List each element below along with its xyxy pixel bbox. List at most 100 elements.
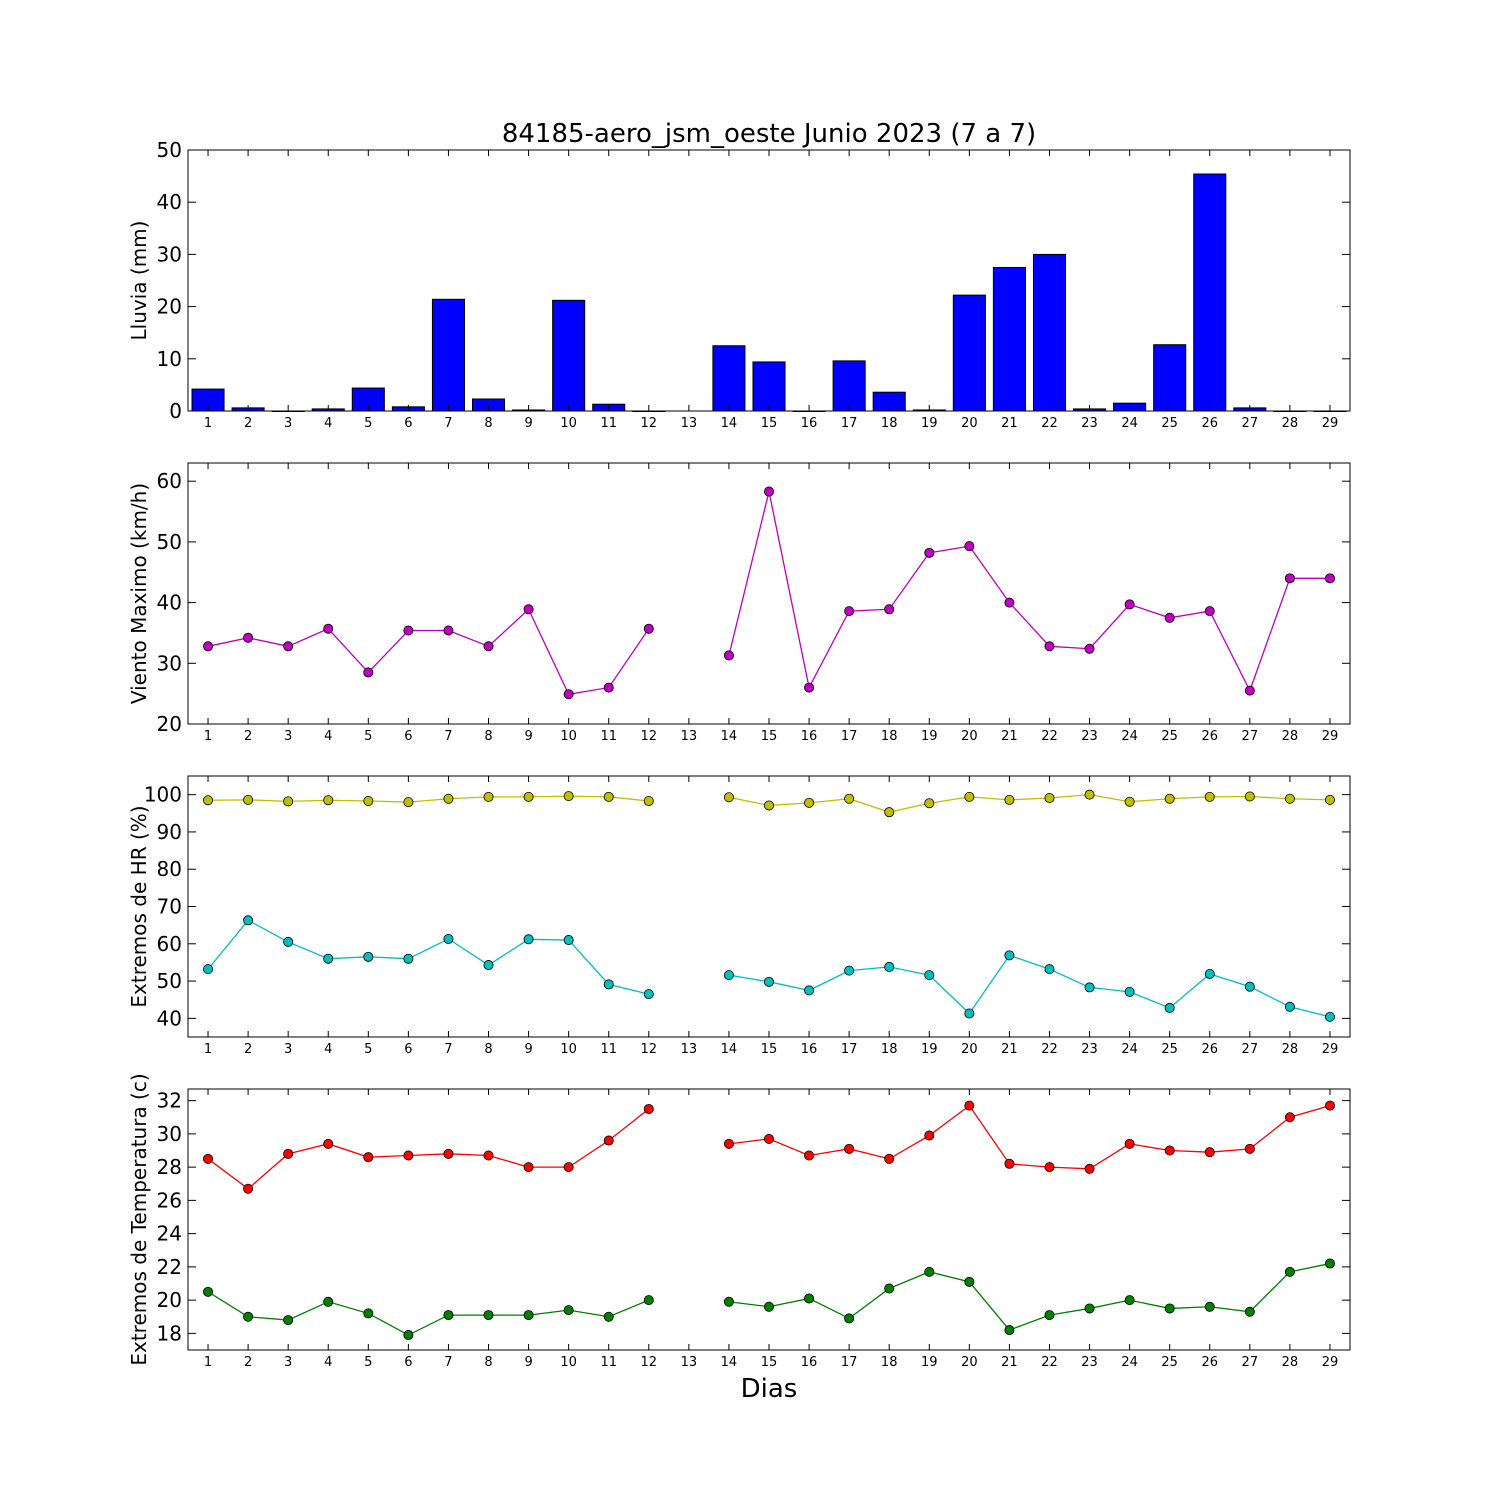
series-1 [203, 1100, 1335, 1194]
x-tick-label: 17 [841, 416, 858, 431]
data-point [1284, 793, 1295, 804]
data-point [323, 623, 334, 634]
x-tick-label: 15 [761, 1042, 778, 1057]
x-tick-label: 4 [324, 416, 332, 431]
series-1 [203, 789, 1335, 818]
x-tick-label: 2 [244, 729, 252, 744]
x-tick-label: 8 [484, 1355, 492, 1370]
x-tick-label: 8 [484, 1042, 492, 1057]
x-tick-label: 24 [1121, 1355, 1138, 1370]
y-tick-label: 90 [157, 820, 182, 844]
x-tick-label: 14 [721, 1355, 738, 1370]
data-point [804, 682, 815, 693]
data-point [403, 1150, 414, 1161]
data-point [1124, 796, 1135, 807]
data-point [483, 791, 494, 802]
data-point [884, 1283, 895, 1294]
y-tick-label: 20 [157, 712, 182, 736]
data-point [1284, 1112, 1295, 1123]
data-point [443, 933, 454, 944]
data-point [1004, 1158, 1015, 1169]
data-point [1284, 573, 1295, 584]
data-point [844, 606, 855, 617]
data-point [523, 791, 534, 802]
data-point [323, 795, 334, 806]
data-point [1004, 794, 1015, 805]
x-tick-label: 7 [444, 729, 452, 744]
series-1 [203, 486, 1335, 700]
data-point [323, 1138, 334, 1149]
bar [992, 266, 1026, 412]
x-tick-label: 21 [1001, 416, 1018, 431]
x-tick-label: 16 [801, 729, 818, 744]
data-point [924, 970, 935, 981]
data-point [523, 604, 534, 615]
data-point [804, 1293, 815, 1304]
x-tick-label: 25 [1161, 1355, 1178, 1370]
series-2 [203, 915, 1335, 1022]
data-point [443, 1310, 454, 1321]
x-tick-label: 24 [1121, 729, 1138, 744]
data-point [1044, 641, 1055, 652]
series-line [207, 608, 650, 695]
x-tick-label: 8 [484, 729, 492, 744]
data-point [603, 682, 614, 693]
bar [832, 360, 866, 412]
x-tick-label: 12 [641, 1355, 658, 1370]
x-tick-label: 29 [1322, 729, 1339, 744]
x-tick-label: 10 [560, 1355, 577, 1370]
data-point [443, 793, 454, 804]
x-tick-label: 29 [1322, 416, 1339, 431]
data-point [1164, 612, 1175, 623]
data-point [1044, 964, 1055, 975]
data-point [483, 960, 494, 971]
x-tick-label: 5 [364, 1355, 372, 1370]
x-tick-label: 7 [444, 1355, 452, 1370]
x-tick-label: 9 [524, 1042, 532, 1057]
data-point [363, 1152, 374, 1163]
data-point [1124, 1138, 1135, 1149]
x-tick-label: 5 [364, 416, 372, 431]
data-point [403, 953, 414, 964]
data-point [563, 935, 574, 946]
x-tick-label: 25 [1161, 729, 1178, 744]
x-tick-label: 2 [244, 1355, 252, 1370]
x-tick-label: 16 [801, 1042, 818, 1057]
y-tick-label: 50 [157, 969, 182, 993]
data-point [764, 1301, 775, 1312]
x-tick-label: 22 [1041, 1355, 1058, 1370]
data-point [1244, 791, 1255, 802]
y-tick-label: 30 [157, 1122, 182, 1146]
x-tick-label: 15 [761, 1355, 778, 1370]
bar [712, 345, 746, 412]
x-tick-label: 27 [1242, 416, 1259, 431]
x-tick-label: 14 [721, 729, 738, 744]
x-tick-label: 20 [961, 1355, 978, 1370]
data-point [924, 547, 935, 558]
data-point [243, 632, 254, 643]
y-tick-label: 28 [157, 1155, 182, 1179]
data-point [1324, 1258, 1335, 1269]
data-point [1284, 1266, 1295, 1277]
x-tick-label: 23 [1081, 416, 1098, 431]
x-tick-label: 23 [1081, 729, 1098, 744]
bar [952, 294, 986, 412]
data-point [804, 797, 815, 808]
x-tick-label: 3 [284, 416, 292, 431]
x-tick-label: 25 [1161, 1042, 1178, 1057]
data-point [1084, 982, 1095, 993]
data-point [643, 989, 654, 1000]
x-tick-label: 26 [1201, 416, 1218, 431]
x-tick-label: 23 [1081, 1355, 1098, 1370]
data-point [443, 1148, 454, 1159]
data-point [283, 1315, 294, 1326]
x-tick-label: 7 [444, 1042, 452, 1057]
x-tick-label: 4 [324, 1042, 332, 1057]
x-tick-label: 27 [1242, 1355, 1259, 1370]
series-line [728, 793, 1330, 813]
x-tick-label: 15 [761, 416, 778, 431]
series-line [728, 954, 1331, 1018]
